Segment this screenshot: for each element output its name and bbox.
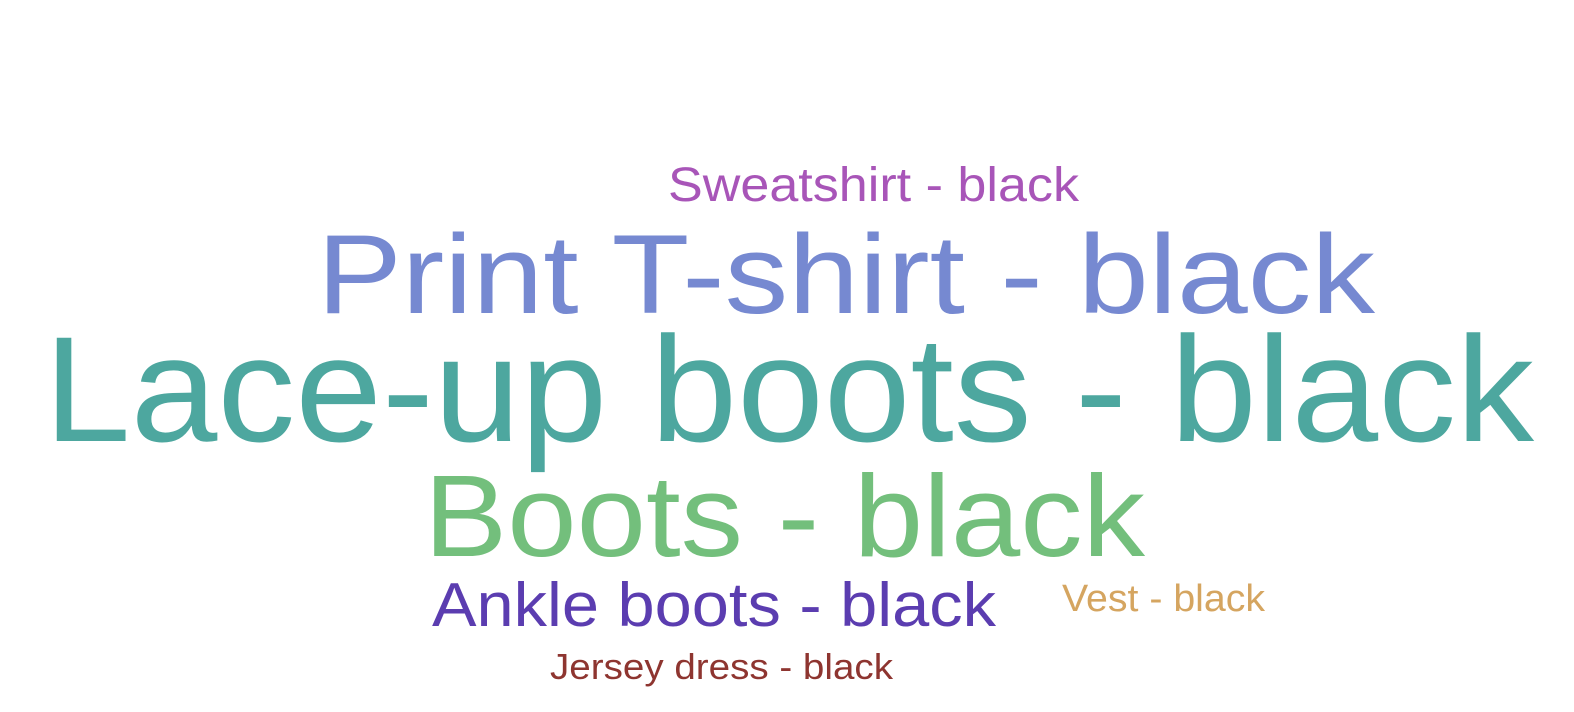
word-cloud-word: Sweatshirt - black (668, 159, 1080, 212)
word-cloud-word: Ankle boots - black (432, 571, 997, 640)
word-cloud-word: Vest - black (1062, 578, 1266, 620)
word-cloud-word: Lace-up boots - black (44, 305, 1535, 473)
word-cloud-word: Print T-shirt - black (317, 212, 1376, 337)
word-cloud-word: Jersey dress - black (550, 646, 894, 687)
word-cloud-word: Boots - black (424, 451, 1146, 581)
